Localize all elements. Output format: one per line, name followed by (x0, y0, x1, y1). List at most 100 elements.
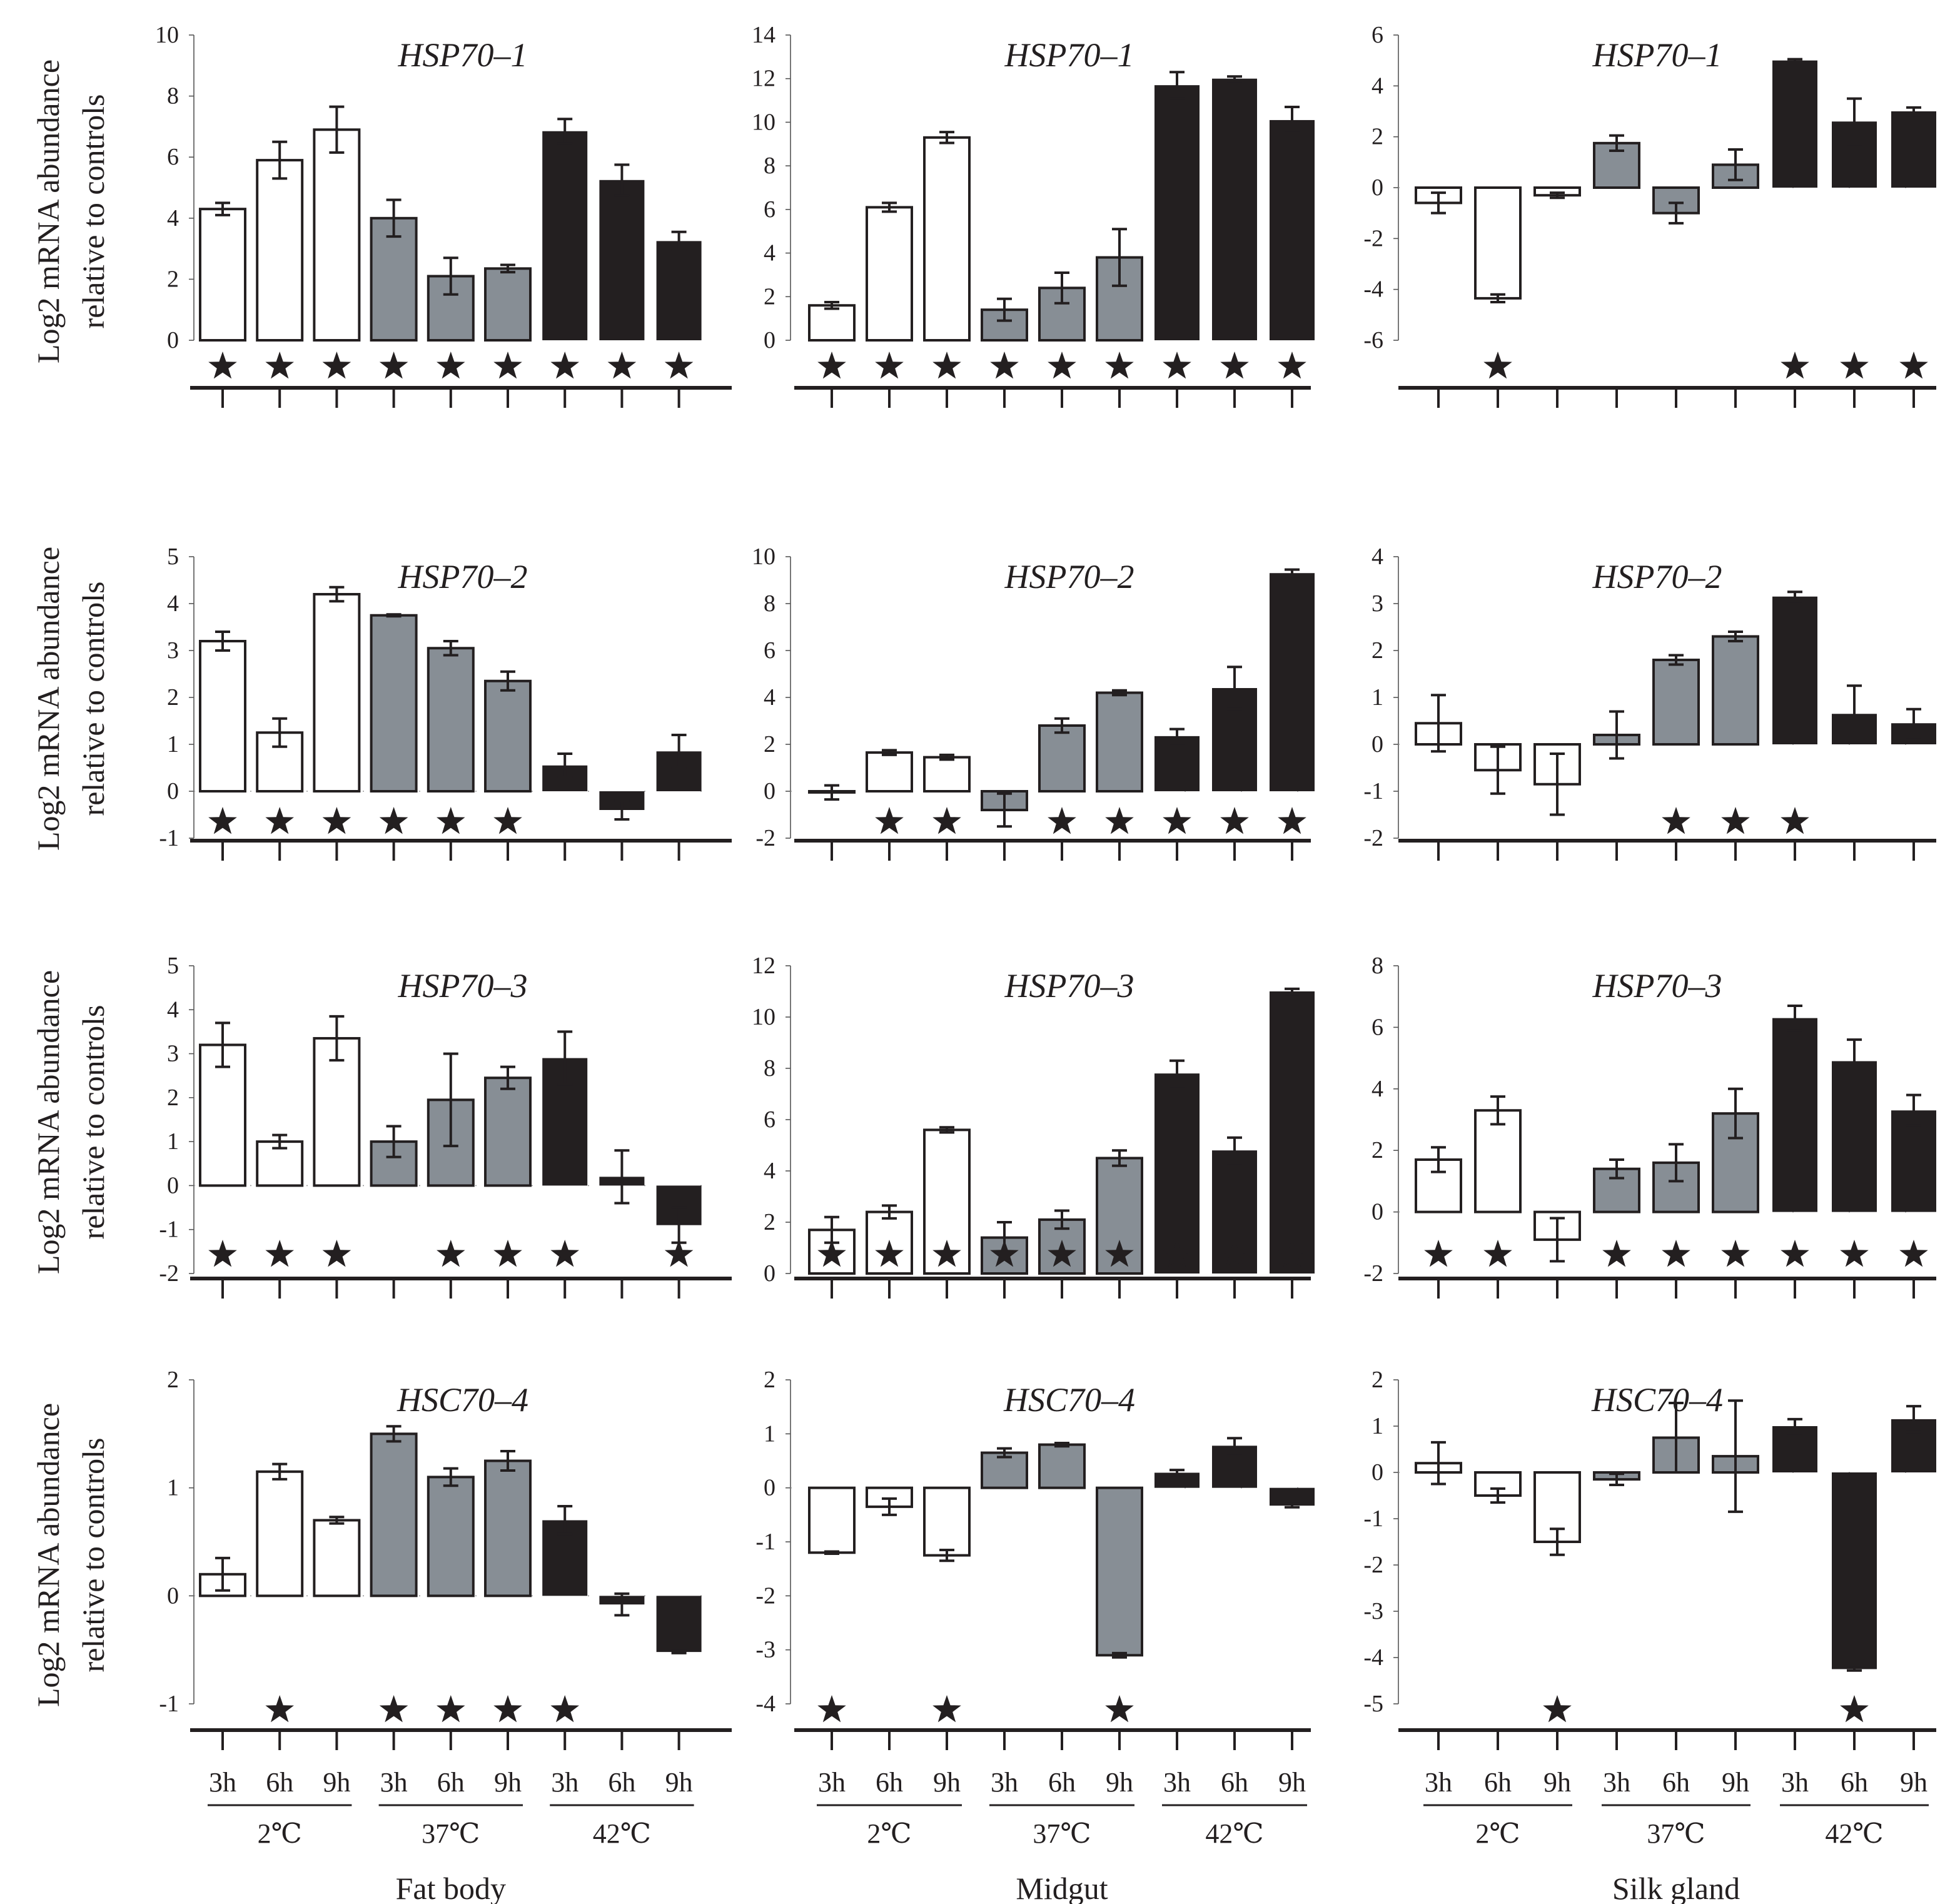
y-tick-label: 4 (1372, 1076, 1383, 1102)
bar (313, 128, 361, 342)
y-tick-label: 0 (167, 778, 179, 804)
significance-star-icon (1662, 807, 1690, 834)
time-label: 3h (1425, 1767, 1452, 1798)
panel-6: -2 -1 0 1 2 3 4 HSP70–2 (1363, 544, 1936, 861)
bar (484, 1459, 532, 1598)
bar (1474, 186, 1522, 300)
time-label: 6h (1841, 1767, 1868, 1798)
y-tick-label: -1 (159, 825, 179, 851)
panel-2: 0 2 4 6 8 10 12 14 HSP70–1 (752, 22, 1315, 408)
significance-star-icon (932, 1695, 961, 1723)
panel-12: -5 -4 -3 -2 -1 0 1 2 HSC70–4 3h 6h 9h 3h 6h 9h 3h 6h 9h 2℃… (1363, 1367, 1936, 1904)
time-label: 9h (933, 1767, 961, 1798)
significance-star-icon (817, 1695, 846, 1723)
y-tick-label: 6 (764, 637, 775, 664)
time-label: 9h (665, 1767, 693, 1798)
y-tick-label: 4 (1372, 544, 1383, 570)
y-tick-label: 1 (764, 1420, 775, 1447)
significance-star-icon (208, 352, 237, 379)
time-label: 6h (1221, 1767, 1248, 1798)
y-tick-label: 4 (1372, 73, 1383, 99)
significance-star-icon (1662, 1240, 1690, 1267)
panel-5: -2 0 2 4 6 8 10 HSP70–2 (752, 544, 1315, 861)
y-tick-label: 1 (167, 731, 179, 757)
y-tick-label: 8 (764, 153, 775, 179)
significance-star-icon (265, 352, 294, 379)
temperature-label: 2℃ (867, 1818, 911, 1849)
temperature-label: 2℃ (1475, 1818, 1520, 1849)
significance-star-icon (1781, 352, 1809, 379)
temperature-label: 37℃ (422, 1818, 480, 1849)
bar (1270, 1487, 1315, 1506)
y-tick-label: -2 (1363, 825, 1383, 851)
bar (1154, 85, 1200, 340)
bar (923, 1486, 971, 1557)
significance-star-icon (1220, 807, 1249, 834)
bar (1038, 724, 1086, 792)
significance-star-icon (322, 352, 351, 379)
y-tick-label: 12 (752, 953, 775, 979)
panel-title: HSC70–4 (1003, 1381, 1135, 1419)
y-tick-label: -1 (159, 1691, 179, 1717)
significance-star-icon (875, 807, 904, 834)
y-tick-label: 2 (167, 684, 179, 711)
y-tick-label: 12 (752, 66, 775, 92)
y-axis-label: Log2 mRNA abundance (31, 970, 66, 1274)
y-tick-label: -2 (1363, 1552, 1383, 1578)
significance-star-icon (664, 352, 694, 379)
bar (1474, 1109, 1522, 1213)
y-tick-label: -3 (1363, 1598, 1383, 1624)
y-tick-label: 2 (764, 1367, 775, 1393)
y-tick-label: 5 (167, 544, 179, 570)
significance-star-icon (664, 1240, 694, 1267)
significance-star-icon (1105, 1240, 1134, 1267)
temperature-label: 42℃ (593, 1818, 651, 1849)
significance-star-icon (1278, 352, 1306, 379)
significance-star-icon (932, 1240, 961, 1267)
panel-title: HSP70–3 (1592, 967, 1722, 1005)
time-label: 9h (1278, 1767, 1306, 1798)
bar (256, 1470, 304, 1598)
bar (866, 206, 913, 342)
bar (484, 1076, 532, 1187)
y-axis-label: Log2 mRNA abundance (31, 547, 66, 851)
panel-10: -1 0 1 2 HSC70–4 3h 6h 9h 3h 6h 9h 3h 6h 9h 2℃ 37℃ 42℃ Fa… (159, 1367, 732, 1904)
bar (1096, 691, 1143, 792)
significance-star-icon (1899, 352, 1928, 379)
time-label: 6h (266, 1767, 293, 1798)
y-axis-label: relative to controls (76, 94, 111, 329)
panel-title: HSP70–3 (398, 967, 528, 1005)
y-axis-label: relative to controls (76, 582, 111, 816)
time-label: 6h (1484, 1767, 1512, 1798)
significance-star-icon (1424, 1240, 1453, 1267)
significance-star-icon (322, 1240, 351, 1267)
y-tick-label: 8 (764, 1055, 775, 1081)
y-tick-label: -2 (159, 1260, 179, 1287)
significance-star-icon (1483, 1240, 1512, 1267)
bar (1038, 1443, 1086, 1489)
time-label: 6h (1048, 1767, 1076, 1798)
y-tick-label: 2 (167, 266, 179, 292)
panel-3: -6 -4 -2 0 2 4 6 HSP70–1 (1363, 22, 1936, 408)
significance-star-icon (208, 1240, 237, 1267)
significance-star-icon (932, 807, 961, 834)
significance-star-icon (265, 1240, 294, 1267)
y-tick-label: 0 (764, 778, 775, 804)
y-tick-label: 3 (1372, 590, 1383, 617)
y-tick-label: 6 (167, 144, 179, 170)
bar (1832, 1061, 1877, 1212)
significance-star-icon (875, 352, 904, 379)
significance-star-icon (1721, 807, 1750, 834)
significance-star-icon (437, 807, 465, 834)
bar (866, 751, 913, 792)
bar (199, 208, 246, 342)
bar (484, 679, 532, 792)
y-tick-label: 1 (1372, 684, 1383, 711)
significance-star-icon (265, 807, 294, 834)
y-tick-label: 6 (1372, 1014, 1383, 1040)
y-tick-label: 0 (1372, 1199, 1383, 1225)
panel-title: HSP70–1 (1592, 36, 1722, 74)
time-label: 3h (991, 1767, 1018, 1798)
time-label: 3h (1781, 1767, 1809, 1798)
y-tick-label: 0 (167, 1172, 179, 1198)
